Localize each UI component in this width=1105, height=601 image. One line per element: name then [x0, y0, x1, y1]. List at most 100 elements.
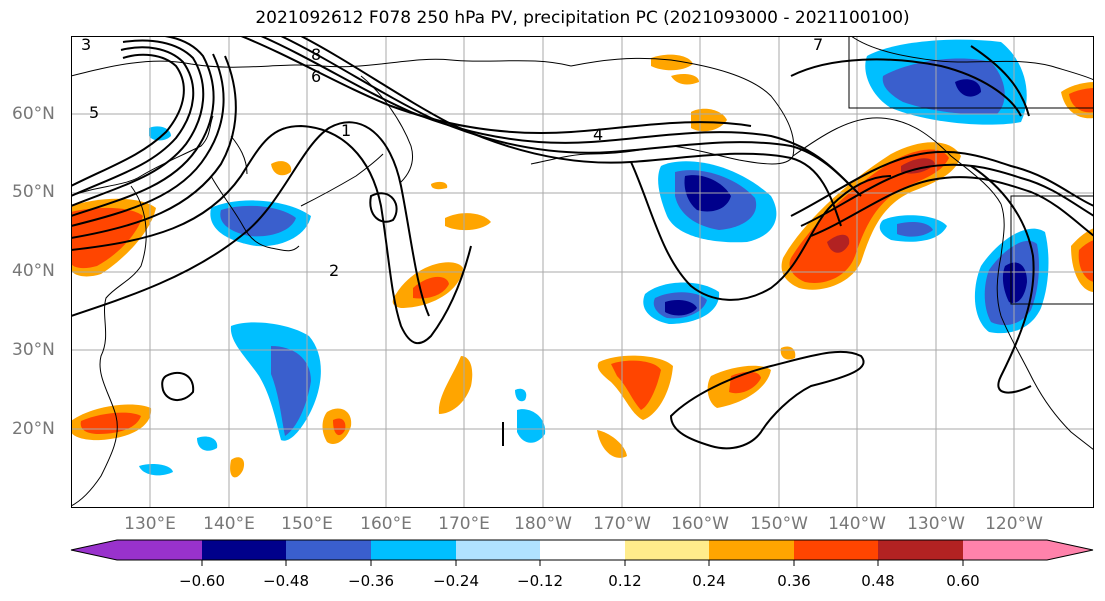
lat-label-20n: 20°N	[12, 419, 55, 439]
map-panel: 8 7 6 5 4 3 2 1	[71, 36, 1094, 508]
colorbar-tick-label-2: −0.48	[263, 572, 309, 590]
colorbar-segment	[117, 540, 202, 560]
colorbar-extend-right	[1047, 540, 1093, 560]
map-border	[71, 36, 1094, 508]
gridlines	[71, 36, 1094, 508]
pv-jet-3	[280, 36, 862, 197]
colorbar-tick-label-5: −0.12	[517, 572, 563, 590]
pv-contour-2	[71, 124, 472, 345]
precip-negative-176e	[517, 409, 546, 443]
precip-shading	[71, 39, 1094, 478]
pv-loop-small-w	[161, 371, 195, 401]
precip-positive-bering-small-b	[671, 74, 699, 85]
colorbar-segment	[540, 540, 625, 560]
colorbar-segment	[286, 540, 371, 560]
precip-positive-168e	[445, 213, 491, 231]
pv-ridge-2	[800, 163, 1094, 227]
pv-jet-1	[240, 36, 752, 134]
precip-positive-east-edge-a-core	[1069, 88, 1094, 113]
lat-label-50n: 50°N	[12, 182, 55, 202]
lat-label-60n: 60°N	[12, 104, 55, 124]
coast-canada-north	[850, 36, 1094, 81]
colorbar-extend-left	[71, 540, 117, 560]
precip-negative-130w-core	[897, 222, 933, 237]
colorbar-ticks	[201, 560, 964, 566]
precip-positive-gulf-alaska-mid	[789, 149, 949, 283]
colorbar-segment	[456, 540, 540, 560]
lon-label-170w: 170°W	[593, 514, 651, 534]
coast-japan	[210, 135, 300, 252]
lon-label-130e: 130°E	[124, 514, 176, 534]
precip-positive-small-b	[271, 161, 292, 176]
pv-jet-2	[260, 36, 852, 187]
lon-label-150w: 150°W	[750, 514, 808, 534]
coast-na-west	[996, 203, 1094, 451]
contour-label-8: 8	[311, 45, 321, 64]
contour-label-3: 3	[81, 36, 91, 54]
colorbar-segment	[202, 540, 286, 560]
precip-positive-155e-core	[333, 418, 346, 436]
pv-loop-east	[970, 165, 1035, 394]
precip-positive-japan-north-core	[71, 207, 143, 269]
colorbar-tick-label-9: 0.48	[861, 572, 895, 590]
lon-label-180w: 180°W	[514, 514, 572, 534]
lon-label-150e: 150°E	[281, 514, 333, 534]
pv-contour-5	[71, 36, 215, 217]
lon-label-130w: 130°W	[907, 514, 965, 534]
colorbar-tick-label-1: −0.60	[179, 572, 225, 590]
colorbar	[70, 539, 1094, 566]
contour-label-2: 2	[329, 261, 339, 280]
colorbar-outline	[70, 539, 1094, 561]
precip-negative-small-b	[197, 436, 218, 451]
lon-label-140e: 140°E	[203, 514, 255, 534]
colorbar-segment	[371, 540, 456, 560]
pv-trough-160w	[630, 161, 892, 301]
coast-kamchatka	[360, 75, 414, 183]
precip-negative-165w-core	[665, 300, 697, 316]
coast-kuril	[300, 153, 384, 207]
domain-boxes	[848, 36, 1094, 305]
precip-negative-small-c	[139, 464, 173, 476]
precip-negative-canada-mid	[882, 58, 1005, 115]
lat-label-40n: 40°N	[12, 261, 55, 281]
lon-label-160e: 160°E	[360, 514, 412, 534]
colorbar-segment	[625, 540, 709, 560]
colorbar-tick-label-3: −0.36	[348, 572, 394, 590]
pv-contour-3	[71, 55, 237, 239]
contour-label-1: 1	[341, 121, 351, 140]
pv-contours	[71, 36, 1094, 450]
colorbar-tick-label-4: −0.24	[433, 572, 479, 590]
precip-positive-171w-small	[597, 430, 627, 458]
pv-ridge-1	[790, 150, 1094, 217]
colorbar-segment	[709, 540, 794, 560]
precip-negative-plume-west-core	[271, 346, 311, 436]
contour-label-6: 6	[311, 67, 321, 86]
contour-label-4: 4	[593, 125, 603, 144]
contour-label-5: 5	[89, 103, 99, 122]
colorbar-tick-label-6: 0.12	[608, 572, 642, 590]
precip-negative-us-west-core	[1002, 262, 1027, 304]
contour-labels: 8 7 6 5 4 3 2 1	[81, 36, 823, 280]
precip-positive-170w-core	[611, 360, 661, 410]
precip-positive-small-a	[230, 457, 245, 478]
precip-negative-small-a	[149, 126, 171, 141]
pv-loop-1	[369, 192, 398, 223]
lat-label-30n: 30°N	[12, 340, 55, 360]
colorbar-tick-label-8: 0.36	[777, 572, 811, 590]
pv-contour-1	[71, 121, 430, 317]
colorbar-tick-label-10: 0.60	[946, 572, 980, 590]
pv-ridge-3	[810, 176, 1094, 237]
colorbar-tick-label-7: 0.24	[692, 572, 726, 590]
pv-upper-canada	[790, 45, 1030, 117]
pv-contour-4	[71, 53, 225, 227]
lon-label-120w: 120°W	[985, 514, 1043, 534]
precip-positive-169e-small	[431, 181, 448, 190]
colorbar-segment	[878, 540, 963, 560]
contour-label-7: 7	[813, 36, 823, 54]
lon-label-160w: 160°W	[671, 514, 729, 534]
colorbar-segment	[794, 540, 878, 560]
pv-contour-6	[71, 39, 205, 207]
pv-jet-4	[300, 36, 842, 227]
coast-alaska	[570, 57, 1002, 205]
lon-label-140w: 140°W	[828, 514, 886, 534]
